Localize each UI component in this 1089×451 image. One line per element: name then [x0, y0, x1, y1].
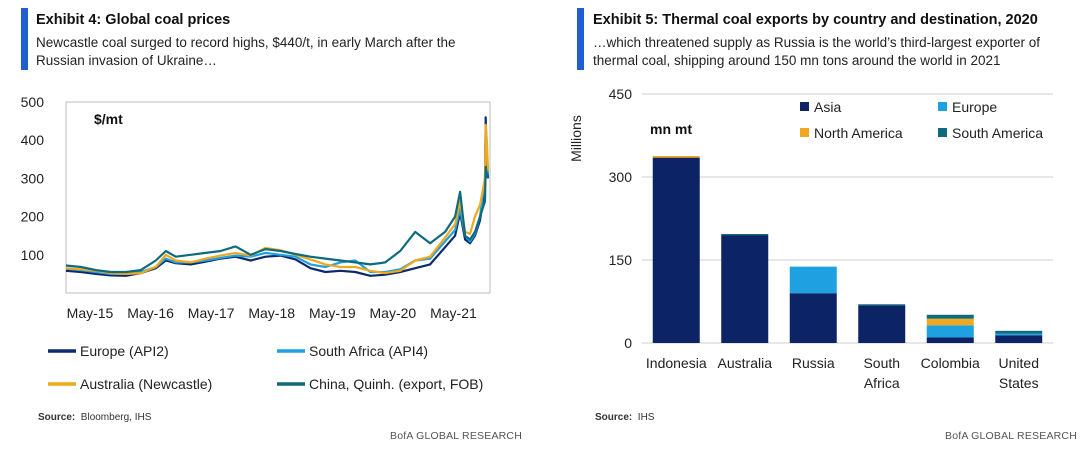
y-tick-label: 100: [21, 247, 45, 263]
y-tick-label: 150: [609, 252, 633, 268]
legend-label: Europe (API2): [80, 343, 169, 359]
bar-segment: [926, 337, 974, 343]
bar-segment: [858, 305, 906, 343]
source-label: Source:: [595, 412, 633, 423]
exhibit-accent-bar: [577, 8, 584, 70]
bar-segment: [995, 330, 1043, 334]
bar-segment: [858, 304, 906, 306]
x-tick-label: May-17: [188, 305, 235, 321]
y-axis-label: Millions: [568, 115, 584, 162]
subtitle-line: thermal coal, shipping around 150 mn ton…: [593, 53, 1001, 68]
subtitle-line: Newcastle coal surged to record highs, $…: [36, 35, 456, 50]
y-tick-label: 300: [21, 170, 45, 186]
exhibit-subtitle: Newcastle coal surged to record highs, $…: [36, 34, 455, 70]
exhibit-4-panel: Exhibit 4: Global coal prices Newcastle …: [0, 0, 530, 451]
exhibit-title: Exhibit 5: Thermal coal exports by count…: [593, 12, 1038, 28]
series-line: [65, 116, 490, 277]
source-note: Source: Bloomberg, IHS: [38, 412, 151, 423]
category-label: South: [863, 355, 900, 371]
price-line-chart: 100 200 300 400 500 May-15 May-16 May-17 May-18 M…: [21, 94, 491, 392]
subtitle-line: …which threatened supply as Russia is th…: [593, 35, 1040, 50]
exhibit-accent-bar: [21, 8, 28, 70]
exhibit-5-panel: Exhibit 5: Thermal coal exports by count…: [555, 0, 1089, 451]
x-tick-label: May-15: [67, 305, 114, 321]
exports-bar-chart: 0 150 300 450 Millions mn mt Indonesia Australi…: [568, 86, 1053, 391]
legend-swatch: [800, 102, 809, 111]
legend-swatch: [938, 128, 947, 137]
y-tick-label: 0: [624, 335, 632, 351]
x-tick-label: May-16: [127, 305, 174, 321]
legend-label: South America: [952, 125, 1043, 141]
bar-segment: [926, 314, 974, 319]
category-label: Russia: [792, 355, 835, 371]
bar-segment: [721, 233, 769, 236]
bar-segment: [926, 325, 974, 338]
bar-segment: [652, 157, 700, 343]
y-tick-label: 500: [21, 94, 45, 110]
y-tick-label: 300: [609, 169, 633, 185]
legend-label: Australia (Newcastle): [80, 376, 212, 392]
legend-label: North America: [814, 125, 903, 141]
y-tick-label: 450: [609, 86, 633, 102]
x-tick-label: May-21: [430, 305, 477, 321]
bar-segment: [926, 318, 974, 326]
category-label: United: [999, 355, 1039, 371]
bar-segment: [995, 335, 1043, 343]
x-tick-label: May-18: [248, 305, 295, 321]
legend-label: Europe: [952, 99, 997, 115]
category-label: Colombia: [921, 355, 980, 371]
bar-segment: [652, 155, 700, 158]
category-label: Africa: [864, 375, 900, 391]
source-text: IHS: [637, 412, 655, 423]
legend-label: China, Quinh. (export, FOB): [309, 376, 483, 392]
legend-label: Asia: [814, 99, 841, 115]
source-text: Bloomberg, IHS: [80, 412, 152, 423]
category-label: Indonesia: [646, 355, 707, 371]
y-tick-label: 200: [21, 209, 45, 225]
subtitle-line: Russian invasion of Ukraine…: [36, 53, 217, 68]
legend-swatch: [938, 102, 947, 111]
x-tick-label: May-19: [309, 305, 356, 321]
source-label: Source:: [38, 412, 76, 423]
legend-label: South Africa (API4): [309, 343, 428, 359]
category-label: States: [999, 375, 1039, 391]
category-label: Australia: [718, 355, 773, 371]
unit-label: $/mt: [94, 111, 123, 127]
legend-swatch: [800, 128, 809, 137]
series-line: [65, 123, 490, 275]
x-tick-label: May-20: [370, 305, 417, 321]
exhibit-subtitle: …which threatened supply as Russia is th…: [593, 34, 1040, 70]
bar-segment: [995, 333, 1043, 336]
brand-footer: BofA GLOBAL RESEARCH: [390, 430, 522, 442]
unit-label: mn mt: [650, 121, 692, 137]
exhibit-title: Exhibit 4: Global coal prices: [36, 12, 231, 28]
source-note: Source: IHS: [595, 412, 654, 423]
brand-footer: BofA GLOBAL RESEARCH: [945, 430, 1077, 442]
bar-segment: [789, 266, 837, 294]
bar-segment: [789, 293, 837, 343]
bar-segment: [721, 235, 769, 343]
series-line: [65, 165, 490, 274]
plot-frame: [65, 101, 491, 294]
y-tick-label: 400: [21, 132, 45, 148]
